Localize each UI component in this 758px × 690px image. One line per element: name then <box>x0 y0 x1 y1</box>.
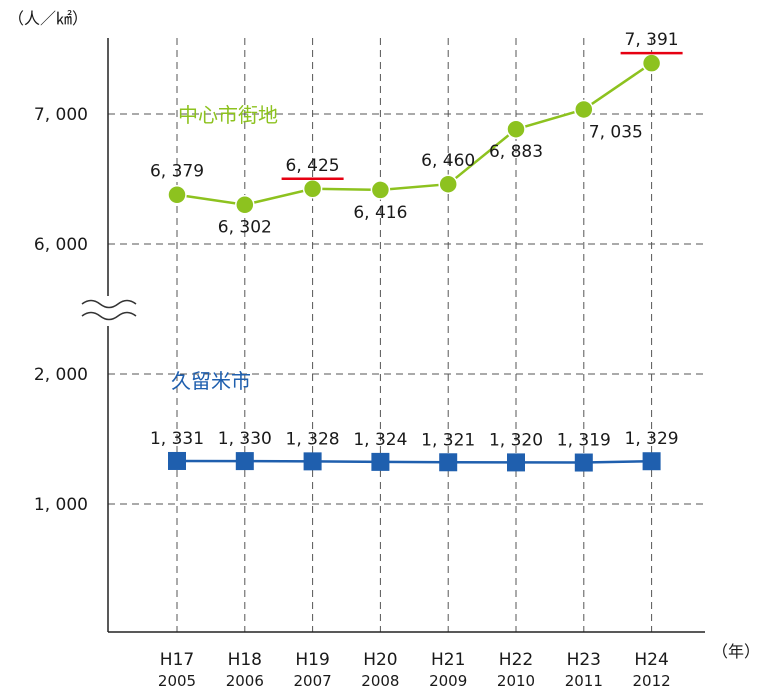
data-point-marker <box>507 453 525 472</box>
x-year-label: 2005 <box>158 672 196 690</box>
x-category-label: H24 <box>634 650 668 670</box>
data-point-marker <box>235 194 255 215</box>
axis-break-mark <box>81 299 137 309</box>
x-year-label: 2008 <box>361 672 399 690</box>
series-line <box>176 459 652 464</box>
y-tick-label: 6, 000 <box>34 235 88 255</box>
series-layer: 中心市街地 6, 379 6, 302 6, 425 6, 416 6, 460 6, 88… <box>150 30 683 472</box>
series-line <box>176 62 653 207</box>
data-label: 1, 321 <box>421 430 475 450</box>
data-label: 1, 324 <box>353 430 407 450</box>
data-label: 1, 320 <box>489 430 543 450</box>
x-year-label: 2007 <box>294 672 332 690</box>
data-point-marker <box>574 99 594 120</box>
data-point-marker <box>574 453 593 472</box>
axes-layer: 7, 000 6, 000 2, 000 1, 000 H17 2005 H18 2006 H1… <box>34 38 705 690</box>
data-point-marker <box>439 453 458 472</box>
series-name-label: 中心市街地 <box>178 103 278 127</box>
data-point-marker <box>235 452 254 471</box>
data-point-marker <box>167 184 187 205</box>
data-label: 1, 319 <box>557 431 611 451</box>
data-label: 1, 328 <box>286 429 340 449</box>
data-point-marker <box>641 53 662 73</box>
x-year-label: 2012 <box>633 672 671 690</box>
data-label: 1, 329 <box>625 429 679 449</box>
data-point-marker <box>506 119 526 139</box>
data-label: 6, 379 <box>150 162 204 182</box>
data-label: 7, 391 <box>625 30 679 50</box>
y-tick-label: 2, 000 <box>34 365 88 385</box>
data-label: 6, 425 <box>286 156 340 176</box>
data-label: 1, 330 <box>218 429 272 449</box>
x-category-label: H18 <box>228 650 262 670</box>
y-tick-label: 7, 000 <box>34 105 88 125</box>
x-axis-unit-label: （年） <box>712 642 758 661</box>
data-label: 6, 416 <box>353 203 407 223</box>
x-category-label: H20 <box>363 650 397 670</box>
data-point-marker <box>303 452 322 471</box>
x-category-label: H17 <box>160 650 194 670</box>
data-label: 7, 035 <box>589 122 643 142</box>
x-category-label: H23 <box>567 650 601 670</box>
data-label: 6, 460 <box>421 151 475 171</box>
y-tick-label: 1, 000 <box>34 495 88 515</box>
data-point-marker <box>302 179 323 199</box>
x-category-label: H19 <box>295 650 329 670</box>
data-point-marker <box>168 451 186 470</box>
data-point-marker <box>642 452 661 471</box>
x-year-label: 2009 <box>429 672 467 690</box>
data-label: 6, 883 <box>489 142 543 162</box>
x-year-label: 2010 <box>497 672 535 690</box>
series-name-label: 久留米市 <box>171 369 251 393</box>
data-label: 6, 302 <box>218 218 272 238</box>
x-category-label: H22 <box>499 650 533 670</box>
data-label: 1, 331 <box>150 429 204 449</box>
x-category-label: H21 <box>431 650 465 670</box>
axis-break-mark <box>81 311 137 321</box>
x-year-label: 2011 <box>565 672 603 690</box>
y-axis-unit-label: （人／㎢） <box>8 9 88 28</box>
data-point-marker <box>370 180 391 200</box>
data-point-marker <box>371 452 390 471</box>
data-point-marker <box>438 174 458 194</box>
x-year-label: 2006 <box>226 672 264 690</box>
